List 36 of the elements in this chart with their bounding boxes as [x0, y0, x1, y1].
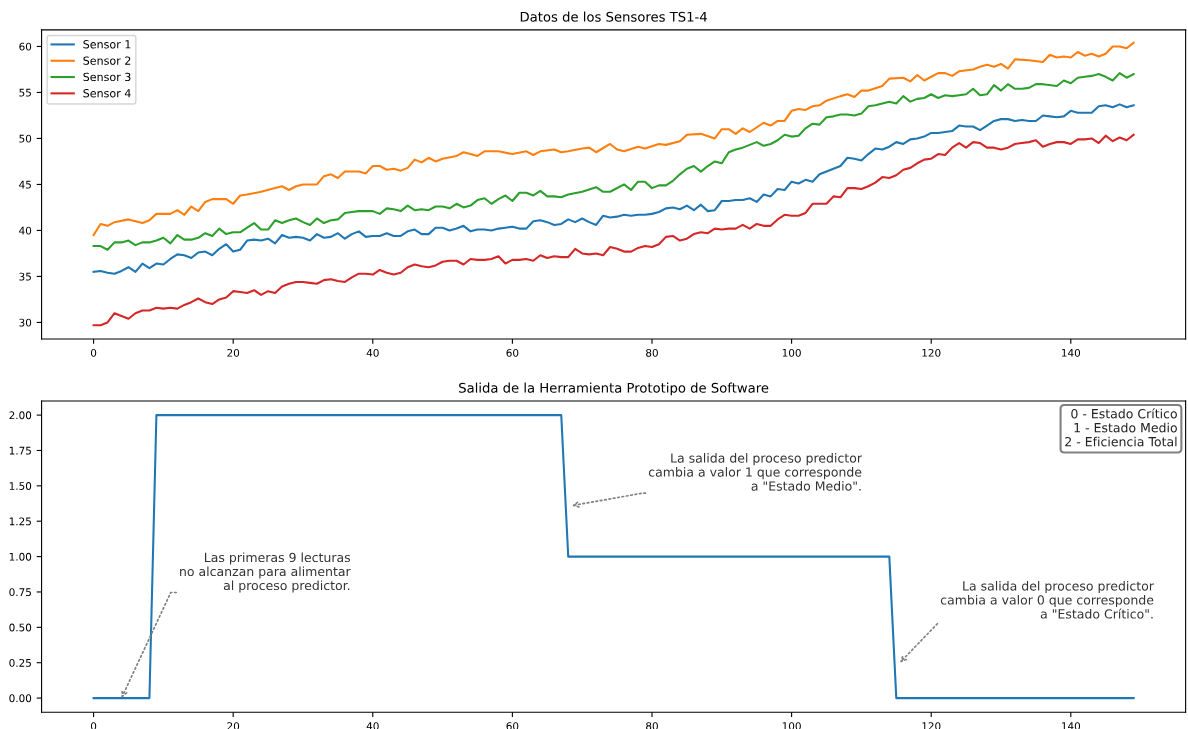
chart-title: Salida de la Herramienta Prototipo de Software [459, 382, 769, 396]
y-tick-label: 1.50 [9, 482, 32, 490]
annotation: La salida del proceso predictor cambia a valor 0 que corresponde a "Estado Crítico". [940, 580, 1154, 619]
line-series [92, 103, 1135, 275]
y-tick-label: 30 [19, 318, 32, 327]
y-tick-label: 40 [19, 226, 32, 235]
x-tick-label: 140 [1062, 348, 1081, 357]
annotation: La salida del proceso predictor cambia a valor 1 que corresponde a "Estado Medio". [648, 453, 862, 491]
annotation: 0 - Estado Crítico 1 - Estado Medio 2 - Eficiencia Total [1065, 408, 1177, 447]
x-tick-label: 20 [227, 348, 240, 357]
y-tick-label: 55 [19, 88, 31, 97]
legend-label: Sensor 4 [83, 89, 131, 98]
y-tick-label: 1.25 [9, 517, 31, 526]
x-tick-label: 60 [506, 348, 519, 357]
y-tick-label: 50 [19, 134, 32, 143]
y-tick-label: 60 [19, 42, 32, 51]
x-tick-label: 100 [782, 348, 801, 357]
y-tick-label: 0.75 [9, 588, 31, 597]
legend-label: Sensor 1 [83, 40, 131, 49]
y-tick-label: 1.75 [9, 446, 31, 455]
legend-label: Sensor 2 [83, 56, 131, 65]
x-tick-label: 40 [366, 348, 379, 357]
x-tick-label: 80 [646, 348, 658, 357]
x-tick-label: 0 [90, 348, 97, 357]
y-tick-label: 1.00 [9, 552, 32, 561]
x-tick-label: 120 [922, 348, 941, 357]
y-tick-label: 35 [19, 272, 31, 281]
annotation: Las primeras 9 lecturas no alcanzan para alimentar al proceso predictor. [180, 552, 351, 593]
y-tick-label: 0.50 [9, 623, 32, 632]
y-tick-label: 0.00 [9, 694, 32, 703]
y-tick-label: 2.00 [9, 411, 32, 420]
legend-label: Sensor 3 [83, 72, 131, 82]
y-tick-label: 45 [19, 180, 31, 189]
y-tick-label: 0.25 [9, 658, 31, 667]
chart-title: Datos de los Sensores TS1-4 [520, 11, 707, 22]
line-series [92, 133, 1135, 327]
